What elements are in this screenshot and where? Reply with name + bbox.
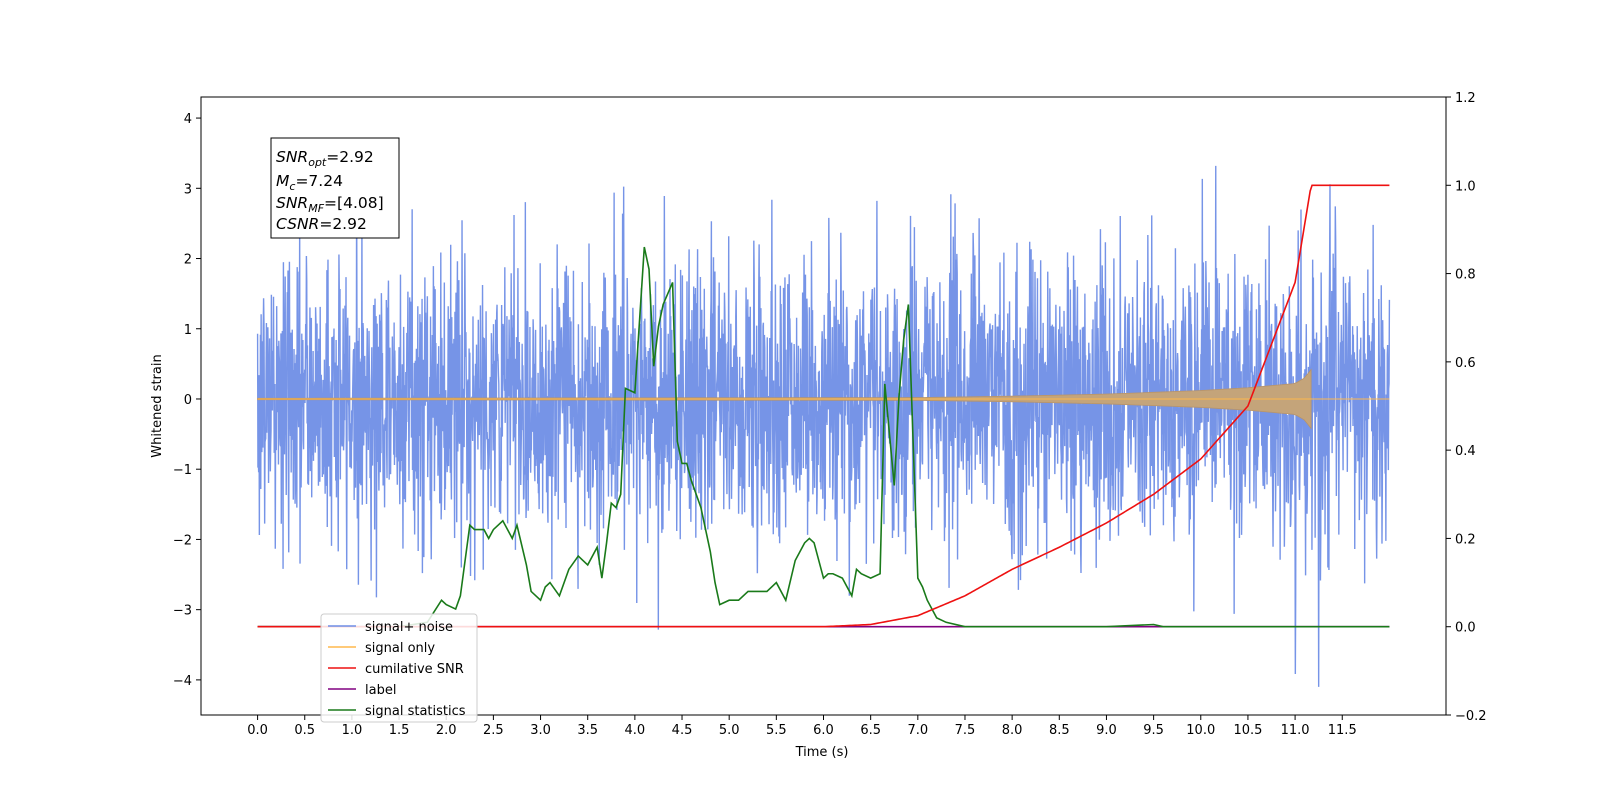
y-axis-label: Whitened strain xyxy=(150,354,165,457)
y-tick-label: 1 xyxy=(184,323,192,338)
legend-entry-label: label xyxy=(328,683,396,698)
x-tick-label: 0.5 xyxy=(294,723,315,738)
x-tick-label: 7.5 xyxy=(955,723,976,738)
x-axis-ticks: 0.0 0.5 1.0 1.5 2.0 2.5 3.0 3.5 4.0 4.5 5.0 5.5 6.0 6… xyxy=(247,715,1357,738)
annotation-frame xyxy=(270,137,400,239)
legend-entry-cumulative-snr: cumilative SNR xyxy=(328,662,464,677)
y-tick-label: 0 xyxy=(184,393,192,408)
x-tick-label: 3.5 xyxy=(577,723,598,738)
x-tick-label: 10.0 xyxy=(1186,723,1215,738)
y2-tick-label: 0.8 xyxy=(1455,268,1476,283)
annotation-line-mc: Mc=7.24 xyxy=(276,172,343,193)
y-tick-label: −2 xyxy=(173,533,192,548)
x-tick-label: 8.0 xyxy=(1002,723,1023,738)
y-tick-label: 3 xyxy=(184,182,192,197)
y2-tick-label: 0.0 xyxy=(1455,621,1476,636)
annotation-line-snr-opt: SNRopt=2.92 xyxy=(276,148,374,169)
y2-tick-label: −0.2 xyxy=(1455,709,1487,724)
y2-tick-label: 1.2 xyxy=(1455,91,1476,106)
annotation-line-csnr: CSNR=2.92 xyxy=(276,215,367,233)
series-line-signal-plus-noise xyxy=(256,165,1391,687)
legend-entry-signal-plus-noise: signal+ noise xyxy=(328,620,453,635)
x-tick-label: 10.5 xyxy=(1233,723,1262,738)
x-tick-label: 11.0 xyxy=(1281,723,1310,738)
x-tick-label: 2.0 xyxy=(436,723,457,738)
x-tick-label: 11.5 xyxy=(1328,723,1357,738)
x-tick-label: 2.5 xyxy=(483,723,504,738)
y-axis-ticks: 4 3 2 1 0 −1 −2 −3 −4 xyxy=(173,112,201,689)
x-tick-label: 8.5 xyxy=(1049,723,1070,738)
legend: signal+ noise signal only cumilative SNR… xyxy=(320,613,478,723)
x-tick-label: 9.5 xyxy=(1143,723,1164,738)
y2-tick-label: 1.0 xyxy=(1455,179,1476,194)
x-tick-label: 7.0 xyxy=(907,723,928,738)
svg-text:signal only: signal only xyxy=(365,641,435,656)
svg-text:signal+ noise: signal+ noise xyxy=(365,620,453,635)
svg-text:signal statistics: signal statistics xyxy=(365,704,466,719)
x-tick-label: 3.0 xyxy=(530,723,551,738)
series-line-signal-statistics xyxy=(257,246,1390,628)
svg-text:cumilative SNR: cumilative SNR xyxy=(365,662,464,677)
x-tick-label: 4.5 xyxy=(672,723,693,738)
svg-text:label: label xyxy=(365,683,396,698)
y-tick-label: 2 xyxy=(184,253,192,268)
y-tick-label: −3 xyxy=(173,604,192,619)
x-tick-label: 5.0 xyxy=(719,723,740,738)
legend-frame xyxy=(320,613,478,723)
x-axis-label: Time (s) xyxy=(795,745,849,760)
x-tick-label: 5.5 xyxy=(766,723,787,738)
x-tick-label: 6.5 xyxy=(860,723,881,738)
annotation-box: SNRopt=2.92 Mc=7.24 SNRMF=[4.08] CSNR=2.… xyxy=(270,137,400,239)
y2-axis-ticks: 1.2 1.0 0.8 0.6 0.4 0.2 0.0 −0.2 xyxy=(1446,91,1487,724)
x-tick-label: 0.0 xyxy=(247,723,268,738)
legend-entry-signal-statistics: signal statistics xyxy=(328,704,466,719)
y2-tick-label: 0.4 xyxy=(1455,444,1476,459)
x-tick-label: 6.0 xyxy=(813,723,834,738)
annotation-line-snr-mf: SNRMF=[4.08] xyxy=(276,194,384,215)
y-tick-label: −1 xyxy=(173,463,192,478)
y2-tick-label: 0.2 xyxy=(1455,532,1476,547)
y-tick-label: −4 xyxy=(173,674,192,689)
x-tick-label: 4.0 xyxy=(625,723,646,738)
x-tick-label: 1.0 xyxy=(342,723,363,738)
y2-tick-label: 0.6 xyxy=(1455,356,1476,371)
x-tick-label: 1.5 xyxy=(389,723,410,738)
y-tick-label: 4 xyxy=(184,112,192,127)
legend-entry-signal-only: signal only xyxy=(328,641,435,656)
x-tick-label: 9.0 xyxy=(1096,723,1117,738)
